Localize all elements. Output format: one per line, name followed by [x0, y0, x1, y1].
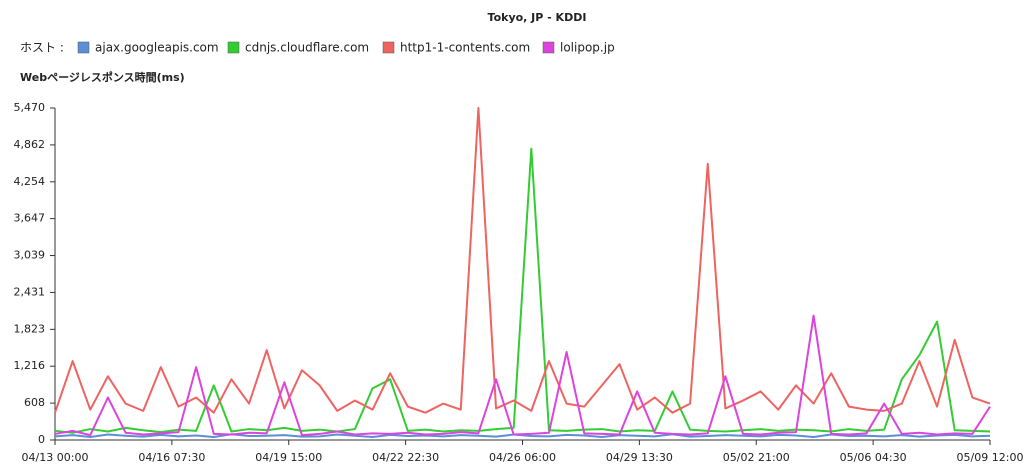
x-tick-label: 05/02 21:00 [723, 451, 790, 464]
y-tick-label: 4,862 [14, 138, 46, 151]
y-tick-label: 608 [24, 396, 45, 409]
legend-label: http1-1-contents.com [400, 41, 530, 55]
y-tick-label: 4,254 [14, 175, 46, 188]
series-line [54, 314, 991, 437]
legend-swatch [227, 41, 240, 54]
legend-label: lolipop.jp [560, 41, 615, 55]
legend-swatch [542, 41, 555, 54]
x-tick-label: 05/09 12:00 [957, 451, 1024, 464]
y-axis-title: Webページレスポンス時間(ms) [20, 70, 185, 84]
series-line [54, 147, 991, 434]
x-tick-label: 04/13 00:00 [22, 451, 89, 464]
chart-title: Tokyo, JP - KDDI [488, 11, 587, 24]
y-tick-label: 1,823 [14, 322, 46, 335]
legend-swatch [382, 41, 395, 54]
y-tick-label: 0 [38, 433, 45, 446]
legend-swatch [77, 41, 90, 54]
y-tick-label: 3,039 [14, 249, 46, 262]
x-tick-label: 04/22 22:30 [372, 451, 439, 464]
y-tick-label: 5,470 [14, 101, 46, 114]
x-tick-label: 05/06 04:30 [840, 451, 907, 464]
legend-label: cdnjs.cloudflare.com [245, 41, 369, 55]
x-tick-label: 04/19 15:00 [255, 451, 322, 464]
x-tick-label: 04/16 07:30 [138, 451, 205, 464]
y-tick-label: 3,647 [14, 212, 46, 225]
x-tick-label: 04/29 13:30 [606, 451, 673, 464]
legend-title: ホスト : [20, 41, 64, 55]
y-tick-label: 1,216 [14, 359, 46, 372]
x-tick-label: 04/26 06:00 [489, 451, 556, 464]
series-line [54, 107, 991, 414]
y-tick-label: 2,431 [14, 285, 46, 298]
legend-label: ajax.googleapis.com [95, 41, 219, 55]
